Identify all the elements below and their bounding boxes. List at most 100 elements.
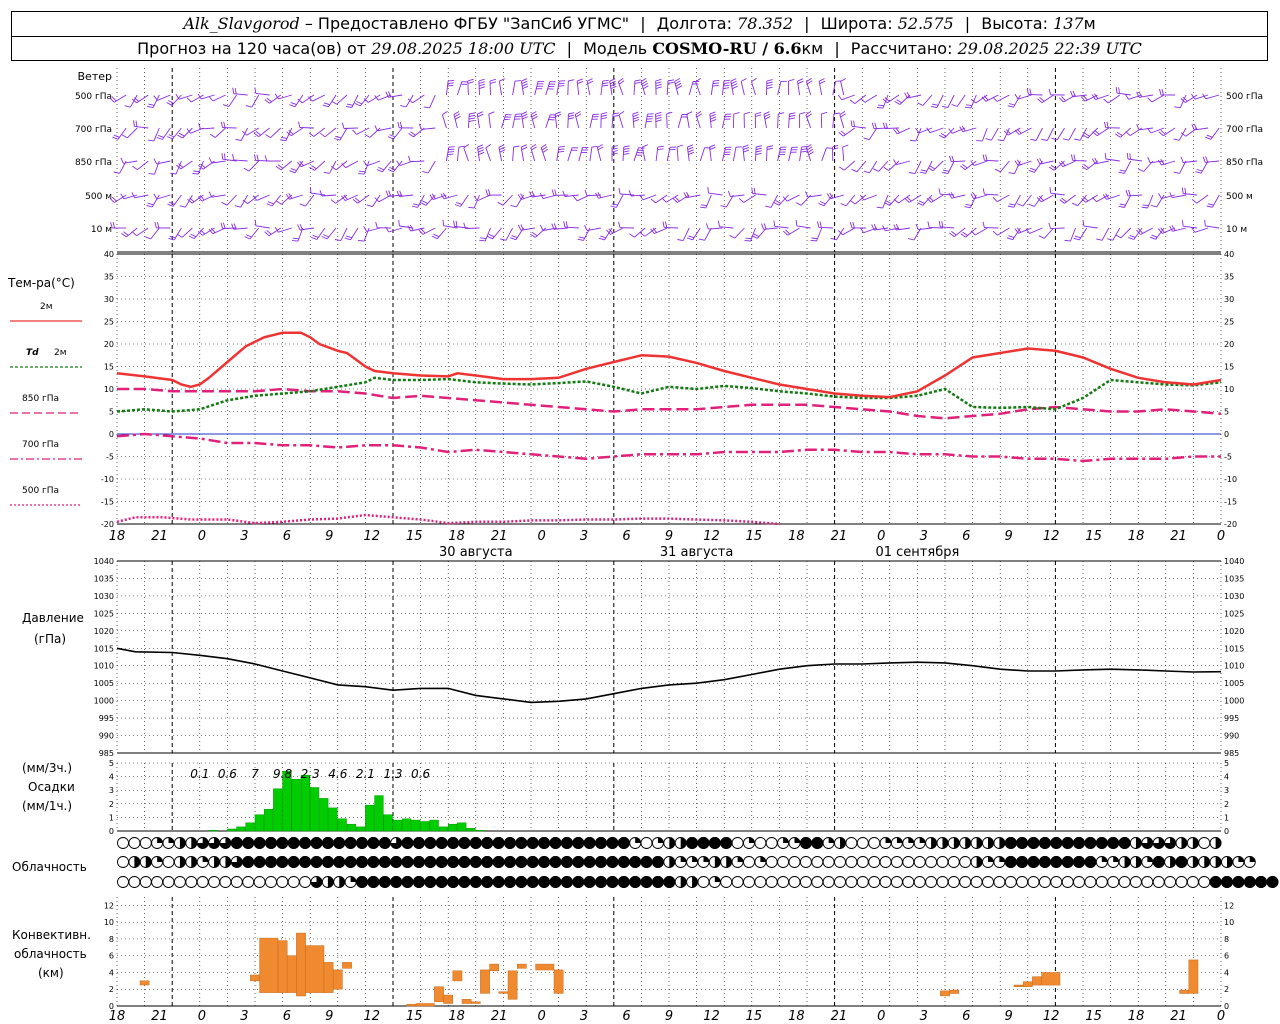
wind-barb-feather xyxy=(943,169,950,172)
precip-bar xyxy=(236,826,246,832)
cloud-fill-full xyxy=(617,856,630,868)
wind-barb-feather xyxy=(1014,93,1019,100)
wind-barb-feather xyxy=(1128,189,1131,196)
wind-barb-feather xyxy=(420,228,426,234)
wind-barb-feather xyxy=(366,204,373,208)
cloud-fill-quarter xyxy=(657,837,664,843)
cloud-fill-quarter xyxy=(157,856,163,862)
wind-barb-feather xyxy=(1094,157,1098,164)
cloud-fill-full xyxy=(287,856,300,868)
wind-barb xyxy=(732,147,737,162)
wind-barb-feather xyxy=(521,111,528,115)
cloud-fill-full xyxy=(447,837,460,849)
wind-barb-feather xyxy=(397,121,400,128)
cloud-symbol xyxy=(913,856,926,868)
cloud-symbol xyxy=(287,876,300,888)
wind-barb xyxy=(410,160,425,163)
wind-barb-feather xyxy=(299,203,306,207)
wind-barb xyxy=(378,94,392,101)
wind-barb xyxy=(399,225,414,229)
cloud-fill-full xyxy=(560,856,573,868)
wind-barb-feather xyxy=(1082,220,1085,227)
wind-barb xyxy=(1129,127,1143,136)
cloud-symbol xyxy=(299,876,312,888)
wind-barb-feather xyxy=(309,166,315,171)
wind-barb-feather xyxy=(608,228,614,234)
wind-barb-feather xyxy=(609,78,616,82)
wind-barb-feather xyxy=(1094,93,1099,100)
wind-barb-feather xyxy=(209,133,216,138)
wind-barb-feather xyxy=(1091,158,1096,165)
wind-barb xyxy=(248,160,260,172)
cloud-symbol xyxy=(799,856,812,868)
cloud-fill-full xyxy=(469,876,482,888)
cloud-symbol xyxy=(879,856,892,868)
wind-barb-feather xyxy=(208,191,213,198)
wind-barb xyxy=(313,127,326,137)
wind-barb-feather xyxy=(710,118,717,123)
wind-barb-feather xyxy=(578,236,585,239)
hour-tick-label: 15 xyxy=(406,1009,423,1024)
wind-barb-feather xyxy=(298,121,301,128)
wind-barb-feather xyxy=(488,233,495,238)
wind-barb-feather xyxy=(358,240,365,242)
wind-barb-feather xyxy=(849,221,853,229)
wind-level-label-left: 10 м xyxy=(91,225,112,235)
wind-barb-feather xyxy=(454,116,461,120)
cloud-fill-quarter xyxy=(748,837,755,843)
wind-barb-feather xyxy=(288,130,294,135)
wind-barb xyxy=(695,81,701,96)
wind-barb-feather xyxy=(632,111,639,115)
wind-barb-feather xyxy=(895,223,900,230)
wind-barb-feather xyxy=(242,199,248,204)
wind-barb-feather xyxy=(1118,205,1125,208)
cloud-fill-full xyxy=(1107,837,1120,849)
wind-barb-feather xyxy=(852,221,855,229)
cloud-fill-full xyxy=(1016,837,1029,849)
wind-barb-feather xyxy=(341,122,345,129)
wind-barb-feather xyxy=(928,196,934,202)
wind-barb-feather xyxy=(275,166,282,171)
wind-barb-feather xyxy=(254,87,257,94)
cloud-fill-full xyxy=(640,876,653,888)
wind-barb xyxy=(665,194,679,203)
wind-barb-feather xyxy=(223,121,226,128)
cloud-fill-full xyxy=(253,856,266,868)
wind-barb-feather xyxy=(1118,87,1120,94)
wind-barb xyxy=(1050,192,1065,196)
wind-barb-feather xyxy=(319,190,323,197)
wind-barb-feather xyxy=(584,189,588,196)
wind-barb-feather xyxy=(664,221,668,228)
wind-barb-feather xyxy=(1016,227,1022,233)
wind-barb-feather xyxy=(634,81,641,84)
cloud-fill-quarter xyxy=(999,856,1005,862)
wind-barb-feather xyxy=(871,122,875,129)
cloud-fill-half xyxy=(1135,856,1142,868)
wind-barb xyxy=(200,127,215,130)
cloud-symbol xyxy=(1084,876,1097,888)
wind-barb-feather xyxy=(959,126,964,132)
wind-barb-feather xyxy=(1206,134,1213,138)
wind-barb-feather xyxy=(920,169,927,172)
wind-barb xyxy=(888,160,900,171)
wind-barb-feather xyxy=(632,114,639,118)
wind-barb-feather xyxy=(597,144,603,148)
cloud-fill-half xyxy=(1192,856,1199,868)
cloud-fill-quarter xyxy=(987,856,994,862)
wind-barb-feather xyxy=(274,226,279,233)
wind-barb xyxy=(898,194,911,204)
wind-barb-feather xyxy=(885,200,892,205)
wind-barb-feather xyxy=(821,111,828,115)
legend-label: 2м xyxy=(54,348,67,358)
cloud-symbol xyxy=(128,876,141,888)
pressure-tick-left: 1025 xyxy=(94,609,114,618)
wind-barb-feather xyxy=(755,150,762,153)
pressure-tick-right: 1030 xyxy=(1224,592,1244,601)
wind-barb-feather xyxy=(1106,121,1109,128)
wind-barb xyxy=(655,194,668,204)
hour-tick-label: 12 xyxy=(363,529,380,544)
cloud-fill-full xyxy=(469,856,482,868)
wind-barb-feather xyxy=(511,235,518,239)
wind-barb-feather xyxy=(387,168,394,173)
convective-bar xyxy=(332,969,343,990)
